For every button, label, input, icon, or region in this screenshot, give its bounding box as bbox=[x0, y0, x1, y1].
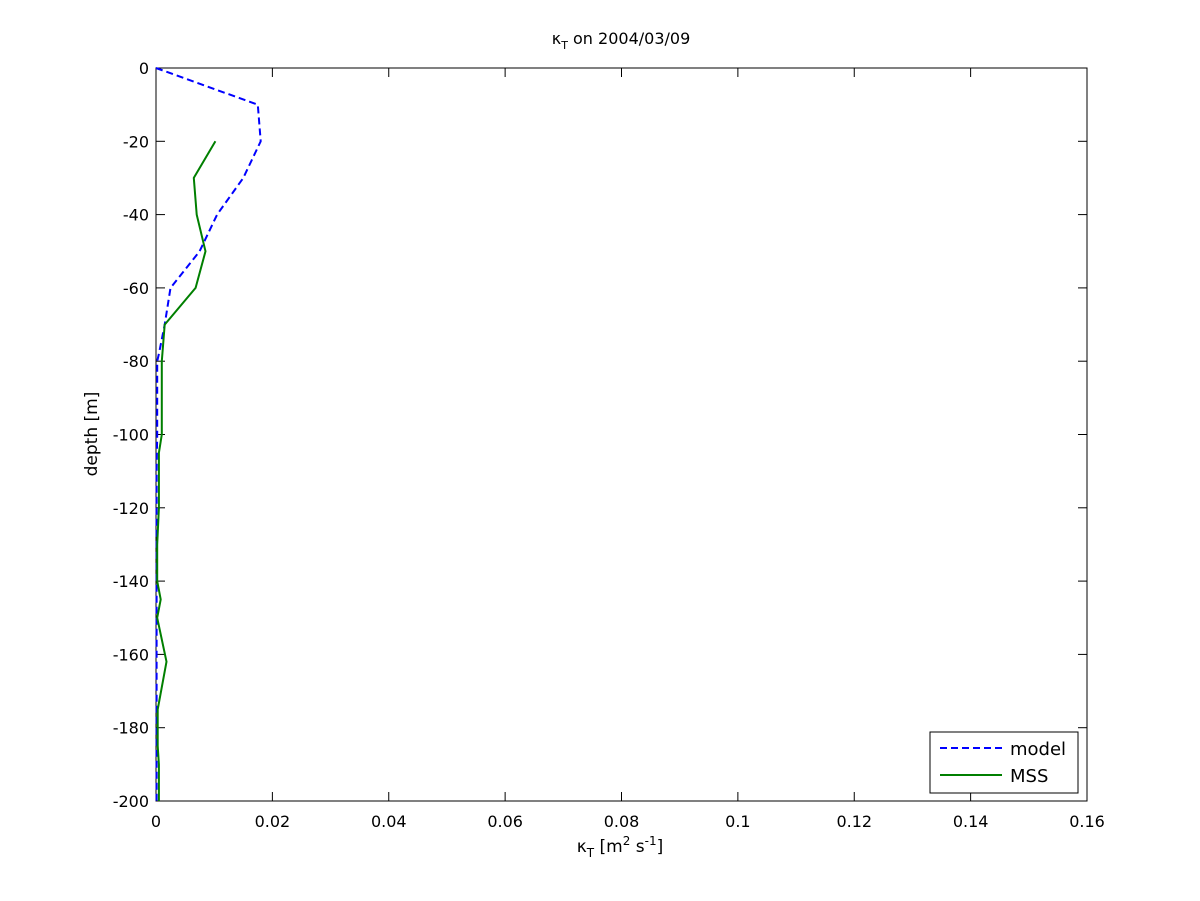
x-axis-ticks: 0 0.02 0.04 0.06 0.08 0.1 0.12 0.14 0.16 bbox=[151, 68, 1105, 831]
series-lines bbox=[155, 67, 262, 801]
plot-area bbox=[155, 67, 1088, 802]
title-rest: on 2004/03/09 bbox=[568, 29, 690, 48]
x-tick-label: 0.12 bbox=[836, 812, 872, 831]
xlabel-close: ] bbox=[657, 837, 664, 857]
y-tick-label: -140 bbox=[113, 572, 149, 591]
series-line-mss bbox=[156, 140, 217, 801]
legend: model MSS bbox=[929, 731, 1079, 794]
y-axis-ticks: 0 -20 -40 -60 -80 -100 -120 -140 -160 -180 -200 bbox=[113, 59, 1087, 811]
x-tick-label: 0.02 bbox=[255, 812, 291, 831]
x-tick-label: 0.04 bbox=[371, 812, 407, 831]
x-tick-label: 0.08 bbox=[604, 812, 640, 831]
x-tick-label: 0.16 bbox=[1069, 812, 1105, 831]
y-tick-label: -160 bbox=[113, 645, 149, 664]
x-tick-label: 0.1 bbox=[725, 812, 750, 831]
y-tick-label: -80 bbox=[123, 352, 149, 371]
xlabel-mid: s bbox=[630, 837, 644, 857]
chart-title: κT on 2004/03/09 bbox=[552, 29, 691, 52]
legend-label-mss: MSS bbox=[1010, 766, 1048, 787]
y-tick-label: -180 bbox=[113, 719, 149, 738]
y-tick-label: -60 bbox=[123, 279, 149, 298]
xlabel-sup2: -1 bbox=[645, 834, 657, 848]
y-axis-label: depth [m] bbox=[82, 392, 102, 477]
xlabel-kappa: κ bbox=[577, 837, 587, 857]
y-tick-label: -20 bbox=[123, 132, 149, 151]
x-tick-label: 0.06 bbox=[487, 812, 523, 831]
y-tick-label: 0 bbox=[139, 59, 149, 78]
x-axis-label: κT [m2 s-1] bbox=[577, 834, 664, 860]
legend-box bbox=[929, 731, 1079, 794]
series-line-model bbox=[155, 67, 262, 801]
x-tick-label: 0.14 bbox=[953, 812, 989, 831]
x-tick-label: 0 bbox=[151, 812, 161, 831]
legend-label-model: model bbox=[1010, 739, 1066, 760]
y-tick-label: -200 bbox=[113, 792, 149, 811]
title-subscript: T bbox=[560, 39, 568, 52]
y-tick-label: -100 bbox=[113, 426, 149, 445]
xlabel-open: [m bbox=[594, 837, 623, 857]
y-tick-label: -40 bbox=[123, 206, 149, 225]
y-tick-label: -120 bbox=[113, 499, 149, 518]
title-kappa: κ bbox=[552, 29, 562, 48]
xlabel-sup1: 2 bbox=[623, 834, 631, 848]
xlabel-subscript: T bbox=[586, 846, 595, 860]
